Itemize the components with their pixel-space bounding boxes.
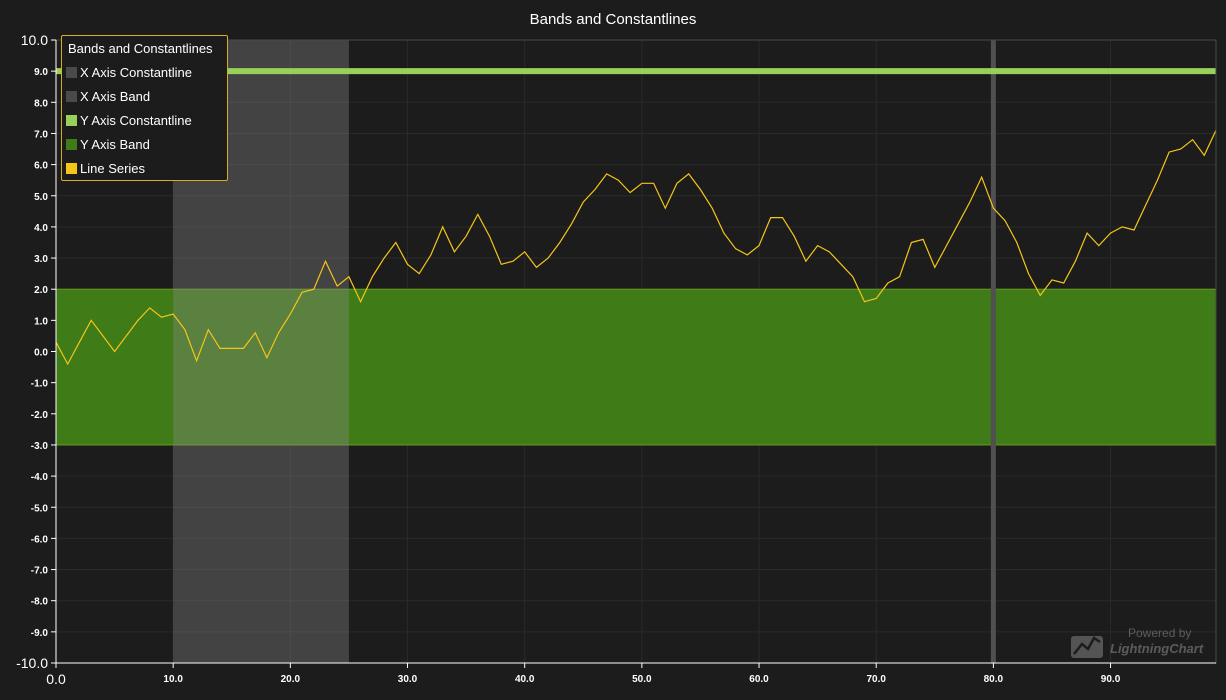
y-tick-label: -9.0	[31, 628, 49, 639]
x-tick-label: 0.0	[46, 671, 66, 687]
y-tick-label: -2.0	[31, 410, 49, 421]
lightningchart-watermark: Powered by LightningChart	[1070, 626, 1220, 662]
legend-label-y-constantline: Y Axis Constantline	[80, 112, 192, 128]
x-tick-label: 10.0	[163, 674, 183, 685]
plot-area[interactable]	[55, 39, 1217, 664]
x-tick-label: 50.0	[632, 674, 652, 685]
legend-entry-x-constantline[interactable]: X Axis Constantline	[66, 60, 227, 84]
y-tick-label: -3.0	[31, 441, 49, 452]
y-tick-label: 3.0	[34, 254, 48, 265]
x-tick-label: 60.0	[749, 674, 769, 685]
y-tick-label: 1.0	[34, 316, 48, 327]
y-tick-label: 0.0	[34, 348, 48, 359]
legend-label-y-band: Y Axis Band	[80, 136, 150, 152]
legend-label-x-constantline: X Axis Constantline	[80, 64, 193, 80]
y-tick-label: -6.0	[31, 534, 49, 545]
x-tick-label: 80.0	[984, 674, 1004, 685]
legend-swatch-y-band	[66, 138, 77, 150]
y-tick-label: 9.0	[34, 67, 48, 78]
y-tick-label: 2.0	[34, 285, 48, 296]
legend-label-line-series: Line Series	[80, 160, 146, 176]
legend-label-x-band: X Axis Band	[80, 88, 151, 104]
y-tick-label: -7.0	[31, 566, 49, 577]
legend-entry-line-series[interactable]: Line Series	[66, 156, 227, 180]
x-tick-label: 30.0	[398, 674, 418, 685]
chart-title: Bands and Constantlines	[530, 11, 697, 28]
y-tick-label: -5.0	[31, 503, 49, 514]
y-tick-label: 8.0	[34, 98, 48, 109]
legend-swatch-y-constantline	[66, 114, 77, 126]
y-tick-label: -4.0	[31, 472, 49, 483]
y-tick-label: 4.0	[34, 223, 48, 234]
watermark-brand: LightningChart	[1110, 641, 1204, 656]
legend-swatch-line-series	[66, 162, 77, 174]
watermark-powered-by: Powered by	[1128, 626, 1192, 640]
legend-title: Bands and Constantlines	[68, 41, 213, 56]
x-tick-label: 90.0	[1101, 674, 1121, 685]
legend-entry-x-band[interactable]: X Axis Band	[66, 84, 227, 108]
y-tick-label: 5.0	[34, 192, 48, 203]
x-tick-label: 20.0	[281, 674, 301, 685]
y-tick-label: -1.0	[31, 379, 49, 390]
legend-swatch-x-constantline	[66, 66, 77, 78]
y-tick-label: 7.0	[34, 129, 48, 140]
x-tick-label: 70.0	[866, 674, 886, 685]
axes: 10.0 9.0 8.0 7.0 6.0 5.0 4.0 3.0 2.0 1.0 0.0 -1.0 -2…	[16, 32, 1216, 687]
legend-entry-y-band[interactable]: Y Axis Band	[66, 132, 227, 156]
y-tick-label: -10.0	[16, 655, 48, 671]
lightningchart-logo-icon	[1071, 636, 1103, 658]
x-tick-label: 40.0	[515, 674, 535, 685]
legend: Bands and Constantlines X Axis Constantl…	[61, 35, 228, 181]
y-tick-label: 6.0	[34, 161, 48, 172]
legend-entry-y-constantline[interactable]: Y Axis Constantline	[66, 108, 227, 132]
line-series[interactable]	[55, 130, 1217, 366]
y-tick-label: 10.0	[21, 32, 48, 48]
y-tick-label: -8.0	[31, 597, 49, 608]
legend-swatch-x-band	[66, 90, 77, 102]
